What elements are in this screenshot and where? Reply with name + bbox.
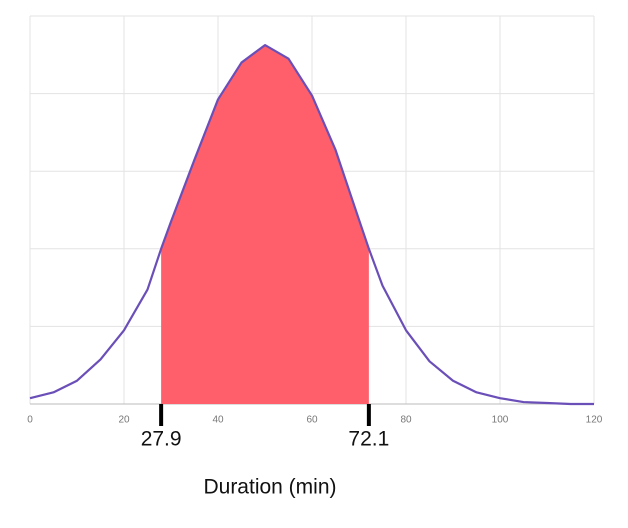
x-tick-label: 20 — [118, 415, 130, 426]
range-label: 27.9 — [141, 428, 182, 451]
x-tick-label: 60 — [306, 415, 318, 426]
x-axis-label: Duration (min) — [203, 476, 336, 499]
x-tick-label: 40 — [212, 415, 224, 426]
x-tick-label: 120 — [586, 415, 603, 426]
highlight-area — [161, 45, 369, 404]
range-label: 72.1 — [348, 428, 389, 451]
x-tick-label: 0 — [27, 415, 33, 426]
x-tick-label: 100 — [492, 415, 509, 426]
x-tick-label: 80 — [400, 415, 412, 426]
density-line — [29, 44, 594, 406]
